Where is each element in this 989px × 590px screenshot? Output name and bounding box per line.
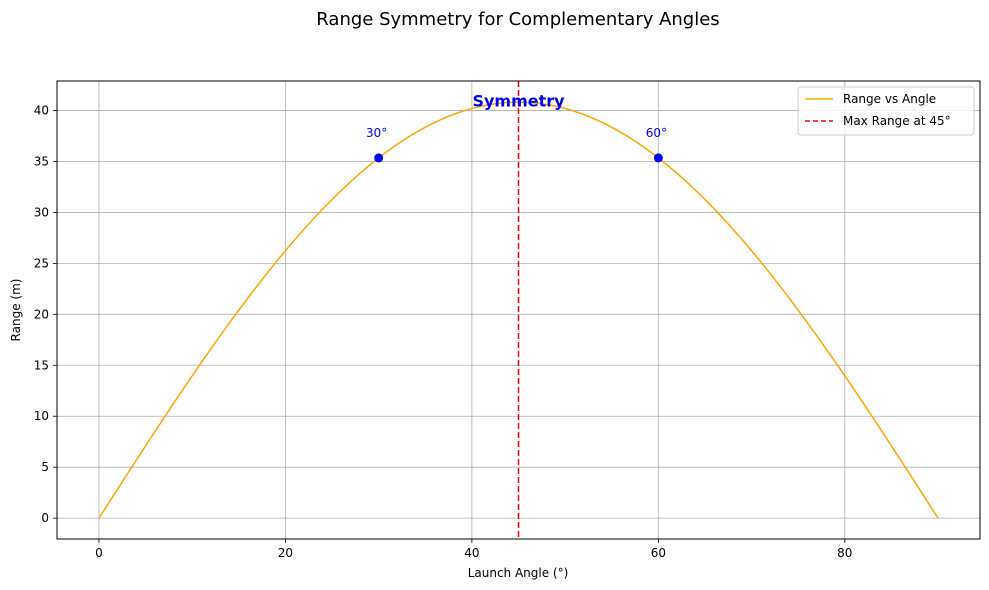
legend-box: [797, 86, 975, 136]
x-axis-label: Launch Angle (°): [468, 566, 569, 580]
y-tick-label: 35: [34, 154, 49, 168]
x-tick-label: 20: [278, 546, 293, 560]
y-tick-label: 25: [34, 256, 49, 270]
axes-frame: [56, 80, 981, 540]
y-tick-label: 0: [41, 511, 49, 525]
legend-label-range: Range vs Angle: [843, 92, 936, 106]
angle-point: [374, 153, 384, 163]
legend-label-max: Max Range at 45°: [843, 114, 951, 128]
y-tick-label: 10: [34, 409, 49, 423]
angle-point-label: 30°: [366, 126, 387, 140]
angle-point-label: 60°: [646, 126, 667, 140]
x-tick-label: 0: [95, 546, 103, 560]
legend: Range vs Angle Max Range at 45°: [797, 86, 975, 136]
x-tick-label: 80: [837, 546, 852, 560]
y-tick-label: 40: [34, 104, 49, 118]
x-tick-label: 60: [651, 546, 666, 560]
x-tick-label: 40: [464, 546, 479, 560]
symmetry-annotation: Symmetry: [472, 91, 565, 110]
y-tick-label: 15: [34, 358, 49, 372]
y-axis-label: Range (m): [9, 279, 23, 342]
angle-point: [653, 153, 663, 163]
y-tick-label: 5: [41, 460, 49, 474]
y-tick-label: 20: [34, 307, 49, 321]
axis-ticks: 0 20 40 60 80 0 5 10 15 20 25 30 35 40: [34, 104, 853, 560]
chart-title: Range Symmetry for Complementary Angles: [316, 9, 719, 30]
plot-area: 30° 60° Symmetry: [98, 81, 939, 539]
y-tick-label: 30: [34, 205, 49, 219]
